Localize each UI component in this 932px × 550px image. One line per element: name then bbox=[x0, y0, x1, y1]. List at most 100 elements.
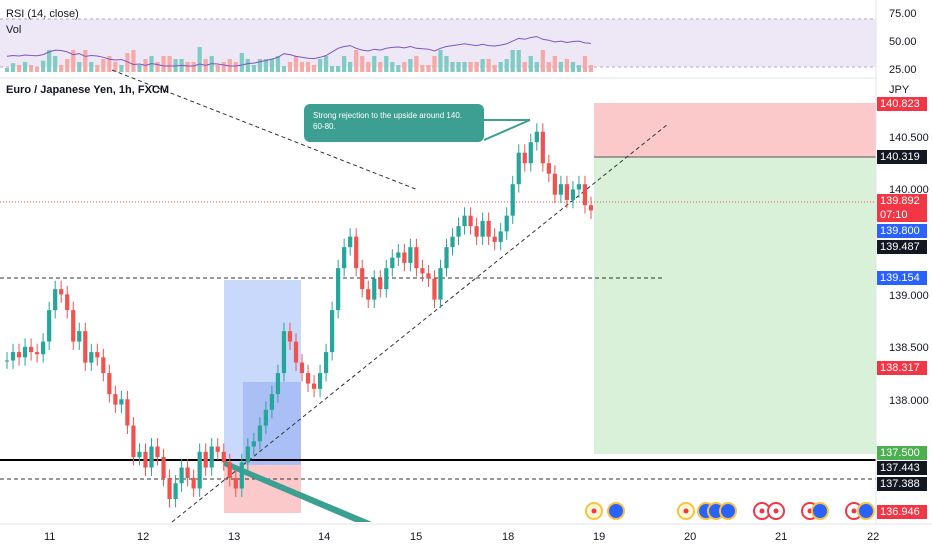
volume-bar bbox=[89, 62, 94, 72]
downtrend-line[interactable] bbox=[111, 69, 419, 191]
candle-body bbox=[293, 341, 299, 363]
candle-body bbox=[504, 215, 509, 232]
volume-bar bbox=[474, 62, 479, 72]
volume-bar bbox=[564, 59, 570, 72]
candle-body bbox=[402, 252, 407, 263]
candle-body bbox=[432, 278, 437, 300]
volume-bar bbox=[101, 59, 106, 72]
candle-body bbox=[191, 478, 196, 489]
volume-bar bbox=[378, 62, 383, 72]
volume-bar bbox=[456, 62, 461, 72]
volume-indicator-label[interactable]: Vol bbox=[6, 24, 22, 36]
uptrend-line[interactable] bbox=[171, 123, 669, 523]
candle-body bbox=[336, 268, 341, 311]
take-profit-zone[interactable] bbox=[594, 157, 876, 454]
candle-body bbox=[47, 310, 52, 342]
candle-body bbox=[239, 462, 244, 489]
volume-bar bbox=[53, 56, 58, 72]
candle-body bbox=[131, 425, 136, 458]
candle-body bbox=[77, 331, 82, 342]
candle-body bbox=[546, 163, 551, 174]
annotation-callout[interactable]: Strong rejection to the upside around 14… bbox=[304, 104, 484, 142]
price-label-countdown: 07:10 bbox=[877, 208, 927, 222]
volume-bar bbox=[420, 65, 425, 72]
candle-body bbox=[209, 446, 214, 468]
symbol-title[interactable]: Euro / Japanese Yen, 1h, FXCM bbox=[6, 84, 170, 96]
candle-body bbox=[269, 394, 275, 410]
volume-bar bbox=[396, 65, 401, 72]
volume-bar bbox=[131, 50, 136, 72]
volume-bar bbox=[462, 62, 467, 72]
callout-text: Strong rejection to the upside around 14… bbox=[313, 111, 462, 131]
candle-body bbox=[408, 247, 413, 263]
candle-body bbox=[360, 268, 365, 290]
candle-body bbox=[22, 346, 28, 358]
green-arrow-projection[interactable] bbox=[224, 460, 372, 522]
candle-body bbox=[215, 446, 220, 452]
volume-bar bbox=[480, 59, 485, 72]
candle-body bbox=[582, 184, 588, 206]
volume-bar bbox=[516, 50, 521, 72]
candle-body bbox=[564, 184, 570, 200]
rsi-indicator-label[interactable]: RSI (14, close) bbox=[6, 8, 79, 20]
candle-body bbox=[10, 352, 16, 361]
price-axis-label: 140.500 bbox=[889, 132, 929, 144]
volume-bar bbox=[16, 65, 22, 72]
candle-body bbox=[4, 360, 10, 362]
candle-body bbox=[450, 236, 455, 248]
time-axis-label: 18 bbox=[502, 531, 515, 543]
volume-bar bbox=[77, 62, 82, 72]
volume-bar bbox=[311, 65, 317, 72]
candle-body bbox=[251, 441, 256, 447]
price-axis-label: 139.000 bbox=[889, 290, 929, 302]
candle-body bbox=[65, 294, 70, 311]
volume-bar bbox=[348, 62, 353, 72]
candle-body bbox=[71, 310, 76, 342]
volume-bar bbox=[41, 60, 46, 72]
candle-body bbox=[119, 399, 124, 405]
volume-bar bbox=[402, 62, 407, 72]
volume-bar bbox=[336, 66, 341, 72]
time-axis-label: 22 bbox=[867, 531, 880, 543]
price-label-target: 137.500 bbox=[877, 446, 927, 460]
candle-body bbox=[263, 409, 268, 426]
volume-bar bbox=[317, 59, 323, 72]
volume-bar bbox=[540, 50, 545, 72]
volume-bar bbox=[35, 66, 40, 72]
volume-bar bbox=[275, 56, 281, 72]
candle-body bbox=[299, 362, 305, 374]
candle-body bbox=[342, 247, 347, 269]
candle-body bbox=[257, 425, 262, 442]
event-markers[interactable] bbox=[585, 502, 875, 520]
candle-body bbox=[41, 341, 46, 355]
candle-body bbox=[570, 189, 576, 200]
price-label-current: 139.892 bbox=[877, 194, 927, 208]
volume-bar bbox=[293, 56, 299, 72]
price-label-dark: 139.487 bbox=[877, 240, 927, 254]
candle-body bbox=[287, 331, 293, 342]
volume-bar bbox=[191, 62, 196, 72]
candle-body bbox=[576, 184, 582, 190]
volume-bar bbox=[125, 53, 130, 72]
time-axis-label: 19 bbox=[593, 531, 606, 543]
candle-body bbox=[113, 394, 118, 405]
rsi-axis-label: 50.00 bbox=[889, 36, 917, 48]
candle-body bbox=[197, 451, 202, 489]
volume-bar bbox=[257, 59, 262, 72]
volume-bar bbox=[444, 56, 449, 72]
volume-bar bbox=[4, 68, 10, 72]
candle-body bbox=[534, 131, 539, 143]
candle-body bbox=[378, 278, 383, 290]
volume-bar bbox=[372, 56, 377, 72]
candle-body bbox=[444, 247, 449, 269]
price-axis-label: 140.000 bbox=[889, 184, 929, 196]
candle-body bbox=[480, 220, 485, 237]
candle-body bbox=[95, 352, 100, 358]
stop-loss-zone[interactable] bbox=[594, 103, 876, 157]
volume-bar bbox=[504, 59, 509, 72]
candle-body bbox=[468, 215, 473, 227]
volume-bar bbox=[576, 65, 582, 72]
time-axis-label: 15 bbox=[410, 531, 423, 543]
rsi-axis-label: 25.00 bbox=[889, 64, 917, 76]
